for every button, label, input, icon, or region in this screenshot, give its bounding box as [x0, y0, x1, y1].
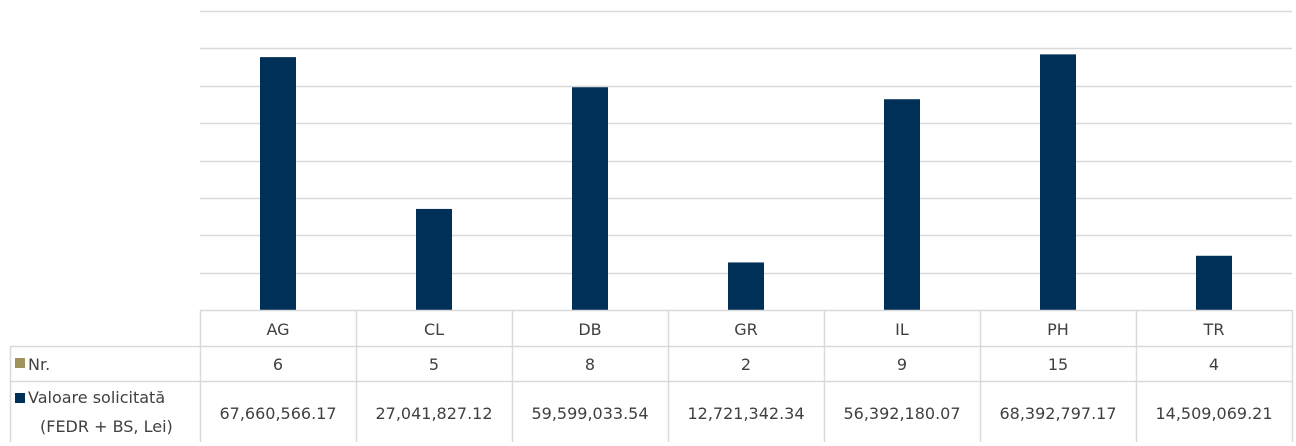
bar-gr — [728, 262, 764, 310]
series-label-valoare-line2: (FEDR + BS, Lei) — [40, 417, 173, 436]
category-label-tr: TR — [1203, 320, 1225, 339]
series-label-valoare-line1: Valoare solicitată — [28, 388, 165, 407]
table-cell-ag: 67,660,566.17 — [219, 404, 336, 423]
table-cell-db: 8 — [585, 355, 595, 374]
category-label-db: DB — [578, 320, 601, 339]
category-label-gr: GR — [734, 320, 758, 339]
data-table: AG CL DB GR IL PH TR Nr. 6 5 8 2 9 15 4 Valoare solicit… — [9, 309, 1294, 442]
table-cell-cl: 5 — [429, 355, 439, 374]
series-label-nr: Nr. — [28, 355, 50, 374]
table-cell-tr: 14,509,069.21 — [1155, 404, 1272, 423]
bar-cl — [416, 208, 452, 310]
table-cell-db: 59,599,033.54 — [531, 404, 648, 423]
category-label-ph: PH — [1047, 320, 1069, 339]
legend-key-valoare — [15, 393, 25, 403]
table-cell-gr: 2 — [741, 355, 751, 374]
table-cell-ph: 68,392,797.17 — [999, 404, 1116, 423]
table-cell-il: 56,392,180.07 — [843, 404, 960, 423]
legend-key-nr — [15, 358, 25, 368]
table-cell-tr: 4 — [1209, 355, 1219, 374]
category-label-cl: CL — [424, 320, 444, 339]
table-cell-gr: 12,721,342.34 — [687, 404, 804, 423]
bar-ph — [1040, 54, 1076, 310]
gridlines — [200, 10, 1292, 275]
table-cell-ag: 6 — [273, 355, 283, 374]
bar-il — [884, 99, 920, 311]
table-cell-il: 9 — [897, 355, 907, 374]
bar-ag — [260, 57, 296, 310]
category-label-il: IL — [895, 320, 909, 339]
table-cell-cl: 27,041,827.12 — [375, 404, 492, 423]
bar-db — [572, 87, 608, 310]
bar-tr — [1196, 255, 1232, 310]
category-label-ag: AG — [266, 320, 289, 339]
table-cell-ph: 15 — [1048, 355, 1068, 374]
bars — [260, 54, 1232, 311]
